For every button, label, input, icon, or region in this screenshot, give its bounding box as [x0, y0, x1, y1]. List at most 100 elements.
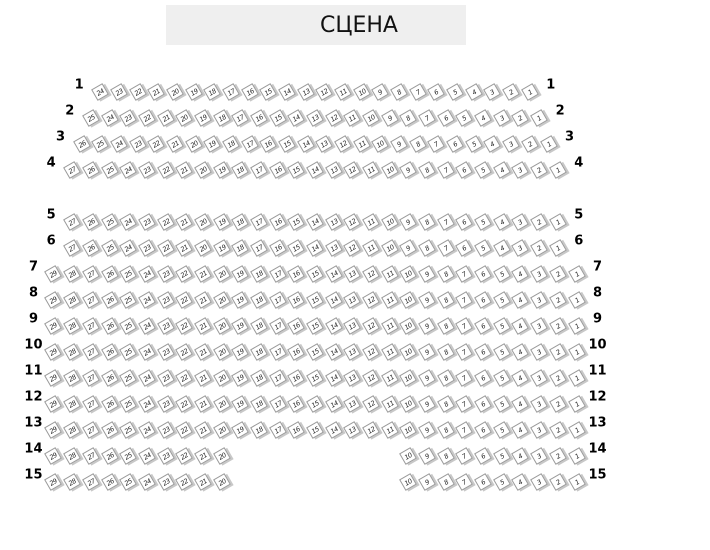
seat[interactable]: 15 — [306, 395, 324, 413]
seat[interactable]: 11 — [380, 291, 399, 309]
seat[interactable]: 26 — [100, 291, 119, 309]
seat[interactable]: 11 — [362, 239, 380, 257]
seat[interactable]: 26 — [100, 343, 119, 361]
seat[interactable]: 1 — [548, 161, 567, 179]
seat[interactable]: 3 — [530, 421, 549, 439]
seat[interactable]: 17 — [240, 135, 259, 153]
seat[interactable]: 6 — [474, 265, 492, 283]
seat[interactable]: 3 — [530, 317, 549, 335]
seat[interactable]: 6 — [474, 291, 492, 309]
seat[interactable]: 1 — [567, 265, 586, 283]
seat[interactable]: 18 — [231, 161, 250, 179]
seat[interactable]: 3 — [530, 473, 549, 491]
seat[interactable]: 4 — [511, 343, 530, 361]
seat[interactable]: 12 — [343, 213, 362, 231]
seat[interactable]: 1 — [530, 109, 549, 127]
seat[interactable]: 18 — [250, 421, 268, 439]
seat[interactable]: 9 — [418, 343, 436, 361]
seat[interactable]: 12 — [362, 395, 380, 413]
seat[interactable]: 7 — [436, 239, 455, 257]
seat[interactable]: 2 — [520, 135, 539, 153]
seat[interactable]: 11 — [380, 421, 399, 439]
seat[interactable]: 22 — [156, 213, 175, 231]
seat[interactable]: 18 — [250, 317, 268, 335]
seat[interactable]: 27 — [81, 343, 100, 361]
seat[interactable]: 25 — [81, 109, 100, 127]
seat[interactable]: 1 — [567, 369, 586, 387]
seat[interactable]: 18 — [203, 83, 222, 101]
seat[interactable]: 4 — [511, 265, 530, 283]
seat[interactable]: 7 — [455, 421, 474, 439]
seat[interactable]: 7 — [455, 473, 474, 491]
seat[interactable]: 17 — [268, 369, 287, 387]
seat[interactable]: 14 — [324, 291, 343, 309]
seat[interactable]: 27 — [81, 317, 100, 335]
seat[interactable]: 7 — [455, 265, 474, 283]
seat[interactable]: 19 — [203, 135, 222, 153]
seat[interactable]: 16 — [268, 213, 287, 231]
seat[interactable]: 2 — [530, 239, 549, 257]
seat[interactable]: 27 — [81, 265, 100, 283]
seat[interactable]: 25 — [100, 213, 119, 231]
seat[interactable]: 11 — [352, 135, 371, 153]
seat[interactable]: 7 — [436, 213, 455, 231]
seat[interactable]: 3 — [530, 369, 549, 387]
seat[interactable]: 13 — [343, 369, 362, 387]
seat[interactable]: 15 — [306, 343, 324, 361]
seat[interactable]: 4 — [511, 421, 530, 439]
seat[interactable]: 17 — [268, 395, 287, 413]
seat[interactable]: 7 — [408, 83, 427, 101]
seat[interactable]: 12 — [362, 369, 380, 387]
seat[interactable]: 3 — [511, 161, 530, 179]
seat[interactable]: 25 — [119, 291, 138, 309]
seat[interactable]: 13 — [343, 291, 362, 309]
seat[interactable]: 1 — [567, 473, 586, 491]
seat[interactable]: 27 — [81, 473, 100, 491]
seat[interactable]: 4 — [492, 213, 511, 231]
seat[interactable]: 1 — [548, 239, 567, 257]
seat[interactable]: 29 — [44, 395, 63, 413]
seat[interactable]: 6 — [474, 369, 492, 387]
seat[interactable]: 14 — [324, 421, 343, 439]
seat[interactable]: 19 — [231, 343, 250, 361]
seat[interactable]: 7 — [418, 109, 436, 127]
seat[interactable]: 22 — [175, 265, 194, 283]
seat[interactable]: 5 — [474, 213, 492, 231]
seat[interactable]: 29 — [44, 343, 63, 361]
seat[interactable]: 16 — [287, 317, 306, 335]
seat[interactable]: 16 — [287, 343, 306, 361]
seat[interactable]: 4 — [511, 447, 530, 465]
seat[interactable]: 29 — [44, 421, 63, 439]
seat[interactable]: 4 — [511, 369, 530, 387]
seat[interactable]: 26 — [100, 421, 119, 439]
seat[interactable]: 9 — [418, 395, 436, 413]
seat[interactable]: 20 — [212, 291, 231, 309]
seat[interactable]: 16 — [268, 161, 287, 179]
seat[interactable]: 2 — [511, 109, 530, 127]
seat[interactable]: 3 — [483, 83, 502, 101]
seat[interactable]: 12 — [362, 421, 380, 439]
seat[interactable]: 19 — [194, 109, 212, 127]
seat[interactable]: 18 — [250, 265, 268, 283]
seat[interactable]: 11 — [362, 161, 380, 179]
seat[interactable]: 1 — [567, 291, 586, 309]
seat[interactable]: 13 — [343, 395, 362, 413]
seat[interactable]: 21 — [194, 395, 212, 413]
seat[interactable]: 20 — [166, 83, 184, 101]
seat[interactable]: 29 — [44, 369, 63, 387]
seat[interactable]: 19 — [231, 291, 250, 309]
seat[interactable]: 1 — [539, 135, 558, 153]
seat[interactable]: 21 — [194, 291, 212, 309]
seat[interactable]: 5 — [492, 343, 511, 361]
seat[interactable]: 14 — [296, 135, 315, 153]
seat[interactable]: 20 — [212, 317, 231, 335]
seat[interactable]: 1 — [567, 447, 586, 465]
seat[interactable]: 7 — [455, 291, 474, 309]
seat[interactable]: 8 — [408, 135, 427, 153]
seat[interactable]: 22 — [175, 421, 194, 439]
seat[interactable]: 24 — [137, 447, 156, 465]
seat[interactable]: 26 — [100, 395, 119, 413]
seat[interactable]: 10 — [380, 161, 399, 179]
seat[interactable]: 15 — [306, 265, 324, 283]
seat[interactable]: 9 — [418, 421, 436, 439]
